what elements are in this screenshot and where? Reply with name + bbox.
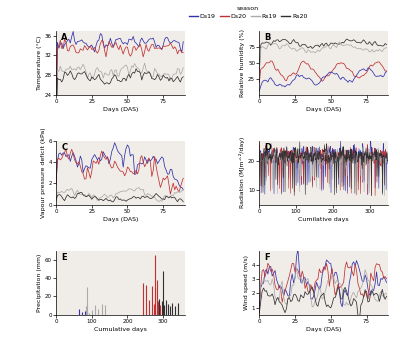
Text: C: C <box>61 143 67 152</box>
X-axis label: Cumilative days: Cumilative days <box>298 216 349 222</box>
X-axis label: Days (DAS): Days (DAS) <box>306 327 341 332</box>
Y-axis label: Wind speed (m/s): Wind speed (m/s) <box>244 255 249 310</box>
Y-axis label: Temperature (°C): Temperature (°C) <box>37 36 42 90</box>
Legend: Ds19, Ds20, Rs19, Rs20: Ds19, Ds20, Rs19, Rs20 <box>186 3 310 22</box>
X-axis label: Days (DAS): Days (DAS) <box>103 216 138 222</box>
Y-axis label: Precipitation (mm): Precipitation (mm) <box>37 253 42 312</box>
Y-axis label: Relative humidity (%): Relative humidity (%) <box>240 29 245 97</box>
Y-axis label: Radiation (MJm^²/day): Radiation (MJm^²/day) <box>239 137 245 208</box>
Text: E: E <box>61 253 67 262</box>
Text: F: F <box>264 253 270 262</box>
Text: B: B <box>264 33 271 42</box>
X-axis label: Cumulative days: Cumulative days <box>94 327 147 332</box>
X-axis label: Days (DAS): Days (DAS) <box>103 107 138 111</box>
X-axis label: Days (DAS): Days (DAS) <box>306 107 341 111</box>
Text: A: A <box>61 33 68 42</box>
Y-axis label: Vapour pressure deficit (kPa): Vapour pressure deficit (kPa) <box>40 128 46 218</box>
Text: D: D <box>264 143 272 152</box>
